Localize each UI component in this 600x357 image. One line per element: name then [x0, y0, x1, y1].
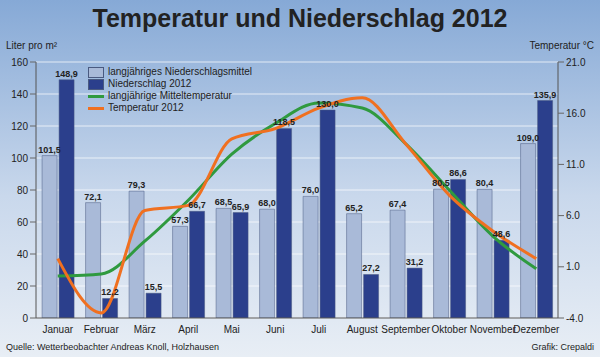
svg-text:6.0: 6.0: [566, 210, 580, 221]
svg-text:72,1: 72,1: [84, 192, 102, 202]
svg-text:August: August: [347, 324, 378, 335]
svg-text:79,3: 79,3: [128, 180, 146, 190]
svg-text:20: 20: [17, 281, 29, 292]
svg-text:40: 40: [17, 249, 29, 260]
svg-text:100: 100: [11, 153, 28, 164]
html-text:Liter pro m²: Liter pro m²: [6, 40, 58, 51]
svg-text:Juli: Juli: [311, 324, 326, 335]
html-text:Temperatur und Niederschlag 20: Temperatur und Niederschlag 2012: [92, 4, 508, 32]
html-text:Temperatur 2012: Temperatur 2012: [108, 102, 184, 113]
svg-text:135,9: 135,9: [534, 90, 557, 100]
svg-text:Februar: Februar: [84, 324, 120, 335]
svg-text:Mai: Mai: [224, 324, 240, 335]
svg-text:31,2: 31,2: [406, 257, 424, 267]
svg-text:0: 0: [22, 313, 28, 324]
svg-text:12,2: 12,2: [101, 287, 119, 297]
svg-text:76,0: 76,0: [302, 185, 320, 195]
svg-text:Januar: Januar: [42, 324, 73, 335]
html-text:Temperatur °C: Temperatur °C: [529, 40, 594, 51]
svg-text:Dezember: Dezember: [513, 324, 560, 335]
svg-text:160: 160: [11, 57, 28, 68]
svg-text:67,4: 67,4: [389, 199, 407, 209]
svg-text:11.0: 11.0: [566, 159, 585, 170]
html-text:Niederschlag 2012: Niederschlag 2012: [108, 78, 192, 89]
html-text:Grafik: Crepaldi: Grafik: Crepaldi: [531, 342, 594, 352]
svg-text:48,6: 48,6: [493, 229, 511, 239]
svg-text:68,0: 68,0: [258, 198, 276, 208]
svg-text:April: April: [178, 324, 198, 335]
svg-text:Juni: Juni: [266, 324, 284, 335]
svg-text:1.0: 1.0: [566, 261, 580, 272]
html-text:Quelle: Wetterbeobachter Andre: Quelle: Wetterbeobachter Andreas Knoll, …: [6, 342, 219, 352]
svg-text:68,5: 68,5: [215, 197, 233, 207]
svg-text:66,7: 66,7: [188, 200, 206, 210]
svg-text:86,6: 86,6: [449, 168, 467, 178]
svg-text:15,5: 15,5: [145, 282, 163, 292]
svg-text:80,4: 80,4: [476, 178, 494, 188]
svg-text:65,9: 65,9: [232, 202, 250, 212]
svg-text:109,0: 109,0: [517, 133, 540, 143]
svg-text:118,5: 118,5: [273, 117, 295, 127]
html-text:langjähriges Niederschlagsmitt: langjähriges Niederschlagsmittel: [108, 66, 252, 77]
svg-text:16.0: 16.0: [566, 108, 586, 119]
svg-text:80,5: 80,5: [432, 178, 450, 188]
svg-text:21.0: 21.0: [566, 57, 586, 68]
svg-text:27,2: 27,2: [362, 263, 380, 273]
svg-text:148,9: 148,9: [55, 69, 78, 79]
svg-text:80: 80: [17, 185, 29, 196]
svg-text:130,0: 130,0: [316, 99, 339, 109]
svg-text:120: 120: [11, 121, 28, 132]
html-text:langjährige Mitteltemperatur: langjährige Mitteltemperatur: [108, 90, 232, 101]
svg-text:140: 140: [11, 89, 28, 100]
svg-text:65,2: 65,2: [345, 203, 363, 213]
svg-text:-4.0: -4.0: [566, 313, 584, 324]
svg-text:November: November: [470, 324, 517, 335]
svg-text:Oktober: Oktober: [431, 324, 467, 335]
svg-text:101,5: 101,5: [38, 145, 61, 155]
svg-text:März: März: [134, 324, 156, 335]
svg-text:September: September: [381, 324, 431, 335]
svg-text:57,3: 57,3: [171, 215, 189, 225]
svg-text:60: 60: [17, 217, 29, 228]
